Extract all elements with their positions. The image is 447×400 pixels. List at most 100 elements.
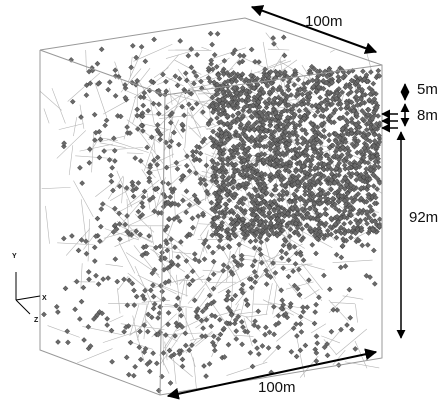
particle xyxy=(122,82,128,88)
particle xyxy=(86,146,93,152)
particle xyxy=(186,101,192,108)
particle xyxy=(211,52,218,58)
particle xyxy=(134,126,141,132)
mesh-edge xyxy=(163,328,177,349)
particle xyxy=(202,181,209,188)
particle xyxy=(234,213,241,219)
particle xyxy=(193,100,200,107)
particle xyxy=(334,307,341,313)
particle xyxy=(275,344,282,351)
particle xyxy=(91,316,97,322)
particle xyxy=(166,215,172,222)
particle xyxy=(76,316,83,322)
mesh-edge xyxy=(267,59,287,68)
mesh-edge xyxy=(152,248,178,285)
particle xyxy=(321,235,327,242)
particle xyxy=(190,224,196,231)
particle xyxy=(371,212,377,218)
mesh-edge xyxy=(187,281,208,304)
particle xyxy=(205,244,212,250)
particle xyxy=(352,346,359,352)
particle xyxy=(137,231,143,238)
mesh-edge xyxy=(250,60,292,75)
particle xyxy=(229,296,235,303)
mesh-edge xyxy=(187,111,202,129)
mesh-edge xyxy=(68,145,74,176)
particle xyxy=(225,88,231,94)
particle xyxy=(268,192,275,198)
particle xyxy=(169,110,175,116)
particle xyxy=(298,237,305,243)
particle xyxy=(106,79,113,85)
particle xyxy=(148,78,155,85)
mesh-edge xyxy=(141,299,170,303)
particle xyxy=(91,258,98,264)
particle xyxy=(141,296,148,302)
particle xyxy=(129,280,136,287)
particle xyxy=(117,113,124,120)
particle xyxy=(206,361,213,367)
mesh-edge xyxy=(67,72,101,102)
mesh-edge xyxy=(198,223,223,226)
top-dimension: 100m xyxy=(305,13,343,30)
mesh-edge xyxy=(45,205,50,244)
particle xyxy=(294,333,300,339)
particle xyxy=(85,324,92,330)
particle xyxy=(253,187,259,194)
particle xyxy=(251,244,258,251)
mesh-edge xyxy=(164,93,184,106)
mesh-edge xyxy=(114,238,135,247)
particle xyxy=(62,285,69,292)
particle xyxy=(226,244,233,250)
particle xyxy=(272,321,279,328)
particle xyxy=(147,287,154,294)
particle xyxy=(349,326,355,333)
particle xyxy=(179,103,185,110)
particle xyxy=(201,363,207,369)
particle xyxy=(187,231,194,238)
particle xyxy=(291,243,298,250)
layer-bottom-dimension: 92m xyxy=(409,209,438,226)
particle xyxy=(179,173,186,180)
particle xyxy=(124,228,131,235)
particle xyxy=(247,238,254,245)
particle xyxy=(265,231,272,238)
particle xyxy=(139,203,146,210)
particle xyxy=(280,265,287,271)
particle xyxy=(151,266,158,273)
particle xyxy=(236,199,242,206)
particle xyxy=(124,213,130,219)
mesh-edge xyxy=(150,248,186,273)
particle xyxy=(123,354,130,361)
particle xyxy=(255,351,262,357)
particle xyxy=(337,115,344,122)
mesh-edge xyxy=(127,49,143,83)
particle xyxy=(136,344,143,351)
particle xyxy=(213,63,220,70)
particle xyxy=(364,242,371,248)
particle xyxy=(271,303,277,310)
particle xyxy=(193,197,200,204)
particle xyxy=(158,254,165,260)
mesh-edge xyxy=(163,335,175,352)
particle xyxy=(312,309,319,315)
particle xyxy=(275,149,281,155)
particle xyxy=(166,143,173,150)
particle xyxy=(280,34,287,41)
particle xyxy=(55,339,61,345)
particle xyxy=(127,339,134,346)
particle xyxy=(140,102,147,109)
particle xyxy=(194,143,200,150)
mesh-edge xyxy=(105,263,124,267)
particle xyxy=(186,281,193,288)
particle xyxy=(279,297,286,304)
particle xyxy=(95,281,102,287)
wireframe-mesh xyxy=(39,32,383,391)
particle xyxy=(202,237,209,244)
mesh-edge xyxy=(262,349,277,363)
particle xyxy=(249,363,256,370)
particle xyxy=(164,265,171,271)
particle xyxy=(198,317,205,324)
bottom-dimension: 100m xyxy=(258,379,296,396)
